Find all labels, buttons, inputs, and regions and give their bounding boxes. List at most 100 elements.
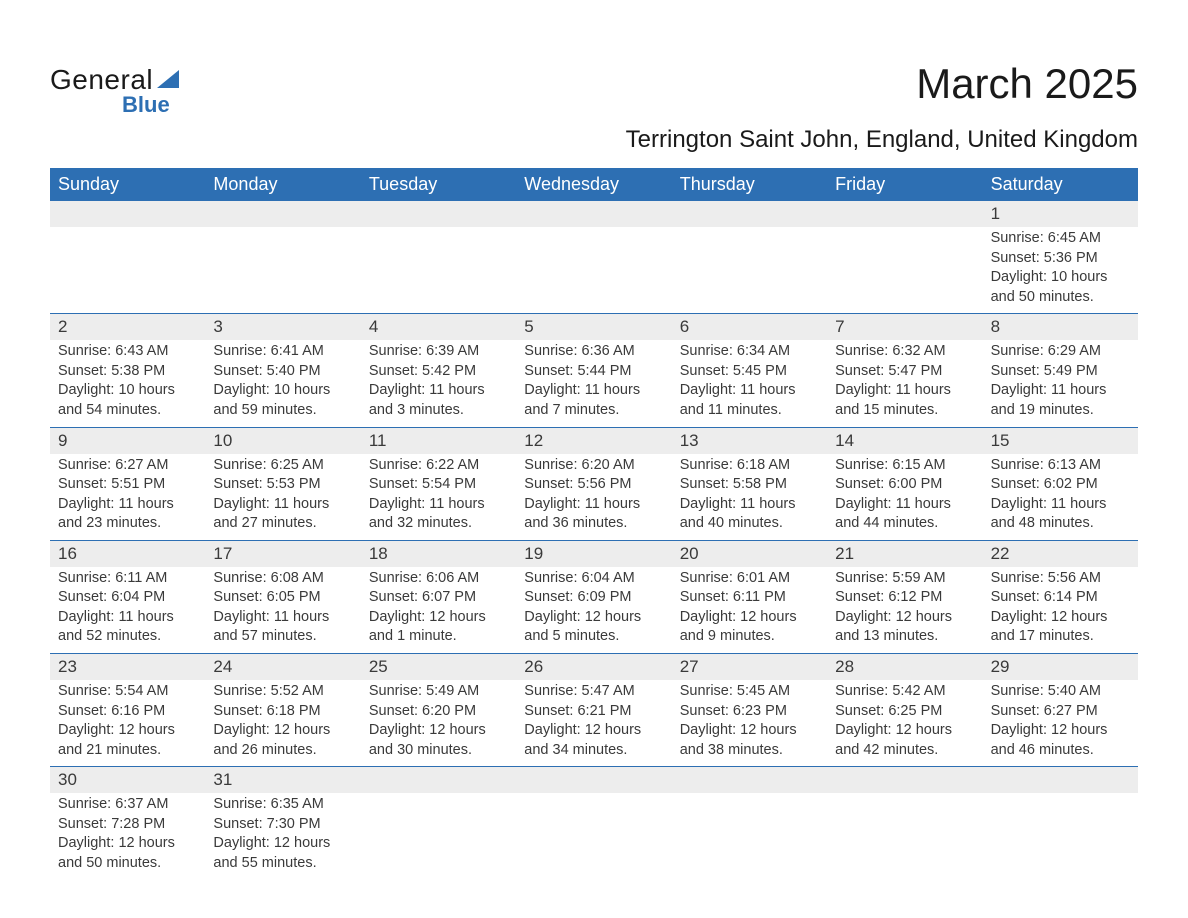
calendar-cell: [516, 793, 671, 879]
date-number: 20: [672, 541, 827, 567]
calendar-cell: [516, 227, 671, 313]
date-number: [50, 201, 205, 227]
date-number: [827, 201, 982, 227]
date-number: 18: [361, 541, 516, 567]
daylight-text: Daylight: 11 hours and 40 minutes.: [680, 495, 819, 534]
daylight-text: Daylight: 12 hours and 34 minutes.: [524, 721, 663, 760]
sunrise-text: Sunrise: 5:56 AM: [991, 569, 1130, 589]
date-number: 3: [205, 314, 360, 340]
sunset-text: Sunset: 6:23 PM: [680, 702, 819, 722]
calendar-cell: Sunrise: 6:15 AMSunset: 6:00 PMDaylight:…: [827, 454, 982, 540]
daylight-text: Daylight: 12 hours and 5 minutes.: [524, 608, 663, 647]
calendar-cell: Sunrise: 5:45 AMSunset: 6:23 PMDaylight:…: [672, 680, 827, 766]
date-number: 14: [827, 428, 982, 454]
daylight-text: Daylight: 11 hours and 52 minutes.: [58, 608, 197, 647]
calendar-cell: Sunrise: 6:11 AMSunset: 6:04 PMDaylight:…: [50, 567, 205, 653]
sunset-text: Sunset: 5:51 PM: [58, 475, 197, 495]
date-number: 7: [827, 314, 982, 340]
week-row: Sunrise: 5:54 AMSunset: 6:16 PMDaylight:…: [50, 680, 1138, 767]
calendar-cell: [50, 227, 205, 313]
daylight-text: Daylight: 10 hours and 54 minutes.: [58, 381, 197, 420]
day-header: Tuesday: [361, 168, 516, 201]
sunset-text: Sunset: 6:09 PM: [524, 588, 663, 608]
location-label: Terrington Saint John, England, United K…: [626, 126, 1138, 154]
daylight-text: Daylight: 10 hours and 50 minutes.: [991, 268, 1130, 307]
sunrise-text: Sunrise: 6:32 AM: [835, 342, 974, 362]
sunset-text: Sunset: 6:04 PM: [58, 588, 197, 608]
daylight-text: Daylight: 11 hours and 7 minutes.: [524, 381, 663, 420]
date-number: 10: [205, 428, 360, 454]
calendar-cell: Sunrise: 6:13 AMSunset: 6:02 PMDaylight:…: [983, 454, 1138, 540]
calendar-cell: Sunrise: 6:27 AMSunset: 5:51 PMDaylight:…: [50, 454, 205, 540]
date-number-row: 16171819202122: [50, 541, 1138, 567]
daylight-text: Daylight: 12 hours and 30 minutes.: [369, 721, 508, 760]
calendar-cell: Sunrise: 6:45 AMSunset: 5:36 PMDaylight:…: [983, 227, 1138, 313]
calendar-cell: Sunrise: 6:35 AMSunset: 7:30 PMDaylight:…: [205, 793, 360, 879]
calendar-cell: Sunrise: 6:04 AMSunset: 6:09 PMDaylight:…: [516, 567, 671, 653]
sunrise-text: Sunrise: 6:06 AM: [369, 569, 508, 589]
sunset-text: Sunset: 5:49 PM: [991, 362, 1130, 382]
sunrise-text: Sunrise: 5:45 AM: [680, 682, 819, 702]
calendar-cell: Sunrise: 6:37 AMSunset: 7:28 PMDaylight:…: [50, 793, 205, 879]
sunrise-text: Sunrise: 6:18 AM: [680, 456, 819, 476]
sunset-text: Sunset: 6:12 PM: [835, 588, 974, 608]
sunrise-text: Sunrise: 6:22 AM: [369, 456, 508, 476]
date-number: 12: [516, 428, 671, 454]
calendar-cell: Sunrise: 6:25 AMSunset: 5:53 PMDaylight:…: [205, 454, 360, 540]
date-number: 30: [50, 767, 205, 793]
sunset-text: Sunset: 6:16 PM: [58, 702, 197, 722]
sunset-text: Sunset: 6:11 PM: [680, 588, 819, 608]
calendar: Sunday Monday Tuesday Wednesday Thursday…: [50, 168, 1138, 880]
sunrise-text: Sunrise: 6:39 AM: [369, 342, 508, 362]
calendar-cell: Sunrise: 6:34 AMSunset: 5:45 PMDaylight:…: [672, 340, 827, 426]
day-header: Saturday: [983, 168, 1138, 201]
sunrise-text: Sunrise: 5:47 AM: [524, 682, 663, 702]
date-number: 15: [983, 428, 1138, 454]
day-header: Thursday: [672, 168, 827, 201]
calendar-cell: Sunrise: 6:29 AMSunset: 5:49 PMDaylight:…: [983, 340, 1138, 426]
daylight-text: Daylight: 11 hours and 19 minutes.: [991, 381, 1130, 420]
logo-text-blue: Blue: [122, 92, 179, 118]
date-number: 19: [516, 541, 671, 567]
date-number: 29: [983, 654, 1138, 680]
date-number-row: 1: [50, 201, 1138, 227]
sunrise-text: Sunrise: 6:20 AM: [524, 456, 663, 476]
header: General Blue March 2025 Terrington Saint…: [50, 40, 1138, 154]
date-number: [205, 201, 360, 227]
sail-icon: [157, 70, 179, 88]
sunrise-text: Sunrise: 6:29 AM: [991, 342, 1130, 362]
date-number: 4: [361, 314, 516, 340]
date-number: [516, 201, 671, 227]
sunset-text: Sunset: 6:14 PM: [991, 588, 1130, 608]
daylight-text: Daylight: 12 hours and 21 minutes.: [58, 721, 197, 760]
daylight-text: Daylight: 12 hours and 42 minutes.: [835, 721, 974, 760]
calendar-cell: [827, 793, 982, 879]
sunrise-text: Sunrise: 5:52 AM: [213, 682, 352, 702]
sunset-text: Sunset: 7:30 PM: [213, 815, 352, 835]
calendar-cell: Sunrise: 6:01 AMSunset: 6:11 PMDaylight:…: [672, 567, 827, 653]
calendar-cell: [361, 793, 516, 879]
calendar-cell: Sunrise: 6:39 AMSunset: 5:42 PMDaylight:…: [361, 340, 516, 426]
sunset-text: Sunset: 5:53 PM: [213, 475, 352, 495]
date-number: 16: [50, 541, 205, 567]
sunset-text: Sunset: 5:36 PM: [991, 249, 1130, 269]
day-header: Monday: [205, 168, 360, 201]
calendar-cell: Sunrise: 5:54 AMSunset: 6:16 PMDaylight:…: [50, 680, 205, 766]
day-header: Wednesday: [516, 168, 671, 201]
title-block: March 2025 Terrington Saint John, Englan…: [626, 40, 1138, 154]
sunset-text: Sunset: 6:18 PM: [213, 702, 352, 722]
logo: General Blue: [50, 64, 179, 118]
sunset-text: Sunset: 5:54 PM: [369, 475, 508, 495]
date-number: [672, 201, 827, 227]
date-number: 5: [516, 314, 671, 340]
sunset-text: Sunset: 5:42 PM: [369, 362, 508, 382]
sunrise-text: Sunrise: 5:59 AM: [835, 569, 974, 589]
daylight-text: Daylight: 11 hours and 32 minutes.: [369, 495, 508, 534]
sunset-text: Sunset: 5:40 PM: [213, 362, 352, 382]
daylight-text: Daylight: 12 hours and 17 minutes.: [991, 608, 1130, 647]
calendar-cell: [205, 227, 360, 313]
calendar-cell: Sunrise: 5:47 AMSunset: 6:21 PMDaylight:…: [516, 680, 671, 766]
calendar-cell: [361, 227, 516, 313]
calendar-cell: Sunrise: 6:43 AMSunset: 5:38 PMDaylight:…: [50, 340, 205, 426]
date-number: [672, 767, 827, 793]
